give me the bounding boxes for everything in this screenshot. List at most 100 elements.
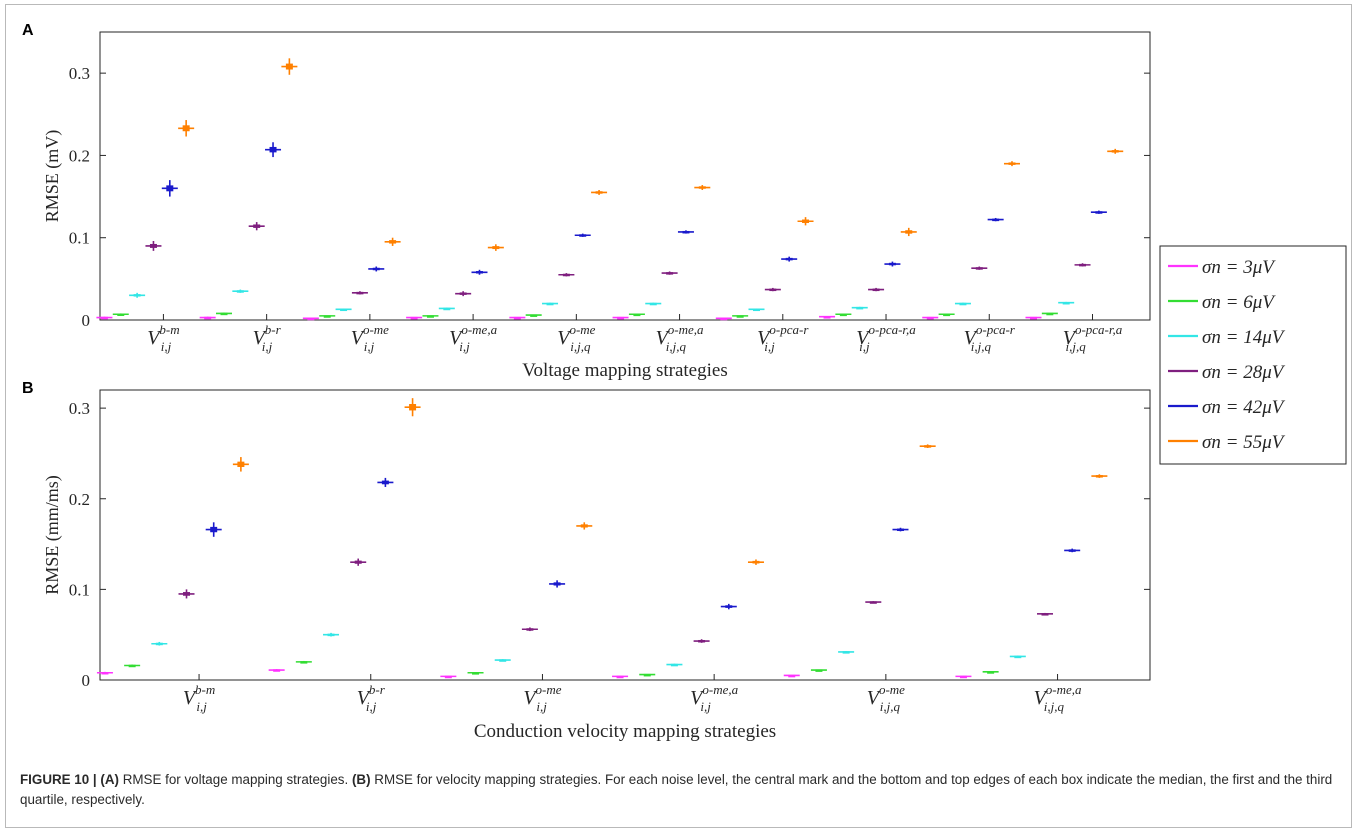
category-label: Vo-me,a i,j,q <box>656 322 704 354</box>
box-mark <box>145 241 162 251</box>
box-mark <box>574 233 591 237</box>
box-mark <box>810 669 827 672</box>
box-mark <box>732 315 749 318</box>
legend-label: σn = 6μV <box>1202 292 1276 313</box>
box-mark <box>922 316 939 320</box>
box-mark <box>178 120 195 137</box>
box-mark <box>295 660 312 664</box>
box-mark <box>971 266 988 270</box>
box-mark <box>525 314 542 317</box>
box-mark <box>1058 301 1075 305</box>
box-mark <box>1107 148 1124 154</box>
y-tick-label: 0.2 <box>69 146 90 165</box>
box-mark <box>487 244 504 251</box>
box-mark <box>377 477 394 487</box>
box-mark <box>1064 548 1081 553</box>
box-mark <box>494 659 511 662</box>
box-mark <box>628 313 645 317</box>
box-mark <box>835 313 852 317</box>
box-mark <box>982 671 999 674</box>
box-mark <box>406 316 423 320</box>
legend-label: σn = 28μV <box>1202 362 1286 383</box>
box-mark <box>591 189 608 195</box>
box-mark <box>781 256 798 262</box>
category-label: Vb-m i,j <box>147 322 179 354</box>
legend-label: σn = 42μV <box>1202 397 1286 418</box>
box-mark <box>467 671 484 675</box>
box-mark <box>900 227 917 237</box>
box-mark <box>987 217 1004 222</box>
caption-lead: FIGURE 10 | <box>20 772 101 787</box>
box-mark <box>919 444 936 448</box>
plot-area <box>99 389 1151 681</box>
box-mark <box>161 180 178 197</box>
box-mark <box>205 522 222 537</box>
y-tick-label: 0.3 <box>69 399 90 418</box>
box-mark <box>384 237 401 246</box>
x-axis-label: Conduction velocity mapping strategies <box>474 721 776 742</box>
box-mark <box>558 273 575 277</box>
box-mark <box>151 641 168 646</box>
box-mark <box>1025 316 1042 320</box>
category-label: Vo-me,a i,j <box>449 322 497 354</box>
box-mark <box>661 271 678 275</box>
box-mark <box>232 457 249 472</box>
box-mark <box>268 669 285 672</box>
box-mark <box>868 287 885 292</box>
box-mark <box>509 316 526 320</box>
box-mark <box>1003 161 1020 167</box>
box-mark <box>694 185 711 190</box>
box-mark <box>438 307 455 311</box>
box-mark <box>440 675 457 679</box>
category-label: Vo-me i,j,q <box>867 682 905 714</box>
box-mark <box>96 671 113 675</box>
legend-label: σn = 3μV <box>1202 257 1276 278</box>
box-mark <box>838 651 855 654</box>
box-mark <box>797 217 814 226</box>
box-mark <box>851 306 868 310</box>
category-label: Vo-me i,j <box>351 322 389 354</box>
box-mark <box>351 291 368 295</box>
legend-label: σn = 14μV <box>1202 327 1286 348</box>
category-label: Vo-pca-r i,j <box>757 322 809 354</box>
box-mark <box>612 675 629 679</box>
category-label: Vo-me i,j,q <box>557 322 595 354</box>
box-mark <box>178 589 195 599</box>
category-label: Vb-r i,j <box>253 322 282 354</box>
category-label: Vo-me,a i,j <box>690 682 738 714</box>
y-tick-label: 0 <box>82 671 91 690</box>
box-mark <box>199 316 216 320</box>
box-mark <box>471 269 488 275</box>
legend: σn = 3μV σn = 6μV σn = 14μV σn = 28μV σn = 4… <box>1159 245 1347 465</box>
box-mark <box>265 142 282 158</box>
box-mark <box>819 315 836 319</box>
box-mark <box>281 58 298 75</box>
y-tick-label: 0.3 <box>69 64 90 83</box>
box-mark <box>639 673 656 677</box>
category-label: Vo-pca-r i,j,q <box>964 322 1016 354</box>
box-mark <box>747 559 764 565</box>
box-mark <box>521 627 538 632</box>
y-axis-label: RMSE (mm/ms) <box>42 475 63 595</box>
box-mark <box>720 603 737 610</box>
y-tick-label: 0.1 <box>69 580 90 599</box>
legend-label: σn = 55μV <box>1202 432 1286 453</box>
panel-a-plot: 0 0.1 0.2 0.3 RMSE (mV) Voltage mapping strat… <box>42 31 1151 381</box>
box-mark <box>783 674 800 678</box>
box-mark <box>764 287 781 292</box>
box-mark <box>612 316 629 320</box>
caption-a-tag: (A) <box>100 772 119 787</box>
legend-box <box>1159 245 1347 465</box>
box-mark <box>124 664 141 668</box>
category-label: Vo-me i,j <box>523 682 561 714</box>
box-mark <box>302 317 319 321</box>
box-mark <box>865 601 882 604</box>
box-mark <box>323 632 340 637</box>
figure-plots: A B 0 0.1 0.2 0.3 RMSE (mV) Voltage mapping s… <box>22 22 1347 742</box>
caption-b-text: RMSE for velocity mapping strategies. Fo… <box>20 772 1333 807</box>
box-mark <box>215 312 232 316</box>
box-mark <box>549 580 566 588</box>
panel-b-plot: 0 0.1 0.2 0.3 RMSE (mm/ms) Conduction velocit… <box>42 389 1151 742</box>
box-mark <box>576 522 593 530</box>
box-mark <box>748 308 765 312</box>
